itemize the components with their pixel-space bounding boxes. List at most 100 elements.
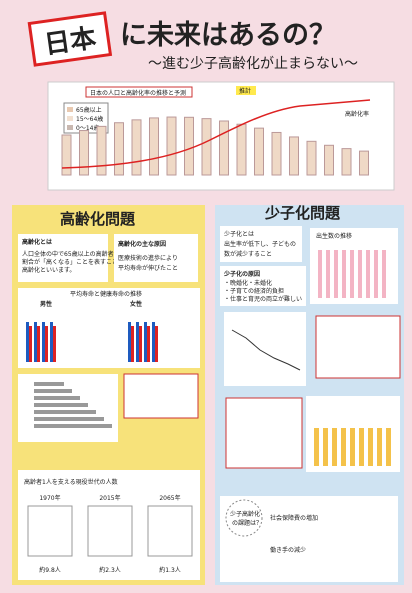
subtitle: ～進む少子高齢化が止まらない～: [148, 55, 358, 72]
decor-bar: [306, 140, 317, 176]
line-chart-panel: [224, 312, 306, 386]
question-line: 少子高齢化: [230, 510, 260, 518]
decor-bar: [377, 428, 382, 466]
decor-bar: [368, 428, 373, 466]
definition-title: 高齢化とは: [22, 238, 52, 246]
decor-bar: [254, 127, 264, 176]
aging-rate-line: [61, 99, 371, 169]
birth-definition-line: 数が減少すること: [224, 250, 272, 258]
decor-bar: [271, 131, 282, 176]
decor-bar: [166, 116, 177, 176]
decor-bar: [45, 326, 48, 362]
decor-bar: [136, 322, 139, 362]
legend-item: 0～14歳: [76, 124, 99, 132]
top-bars: [61, 116, 369, 176]
note-box: [315, 315, 401, 379]
decor-bar: [34, 410, 96, 414]
top-chart-title-box: [85, 86, 193, 98]
decor-bar: [29, 326, 32, 362]
definition-line: 割合が「高くなる」ことを表すことを: [22, 258, 124, 266]
decor-bar: [149, 117, 159, 176]
question-bubble: [225, 499, 263, 537]
cause-box: [114, 234, 198, 282]
year-label: 1970年: [39, 494, 60, 502]
legend-swatch: [67, 125, 73, 130]
decor-bar: [155, 326, 158, 362]
support-label: 約2.3人: [99, 566, 121, 574]
decor-bar: [219, 120, 229, 176]
figure-box: [147, 505, 193, 557]
support-label: 約1.3人: [159, 566, 181, 574]
decor-bar: [34, 417, 104, 421]
decor-bar: [34, 322, 37, 362]
decor-bar: [324, 144, 334, 176]
decor-bar: [350, 428, 355, 466]
decor-bar: [366, 250, 370, 298]
definition-line: 高齢化といいます。: [22, 266, 75, 274]
decor-bar: [374, 250, 378, 298]
life-chart-panel: [18, 288, 200, 368]
decor-bar: [341, 148, 352, 176]
decor-bar: [201, 118, 212, 176]
decor-bar: [34, 396, 80, 400]
decor-bar: [152, 322, 155, 362]
birth-heading: 少子化問題: [264, 204, 341, 222]
decor-bar: [114, 122, 124, 176]
life-bars: [26, 322, 158, 362]
decor-bar: [332, 428, 337, 466]
note-box: [123, 373, 199, 419]
decor-bar: [359, 150, 369, 176]
decor-bar: [42, 322, 45, 362]
note-box: [225, 397, 303, 469]
question-line: の課題は？: [232, 519, 262, 527]
decor-bar: [342, 250, 346, 298]
birth-cause: ・晩婚化・未婚化: [224, 279, 272, 287]
decor-bar: [350, 250, 354, 298]
birth-chart-title: 出生数の推移: [316, 232, 352, 240]
annotation-box: [236, 86, 256, 95]
definition-box: [18, 234, 108, 282]
decor-bar: [147, 326, 150, 362]
decor-bar: [50, 322, 53, 362]
figure-box: [27, 505, 73, 557]
legend-swatch: [67, 116, 73, 121]
decor-bar: [61, 134, 72, 176]
cause-line: 医療技術の進歩により: [118, 254, 178, 262]
decor-bar: [314, 428, 319, 466]
aging-heading: 高齢化問題: [60, 210, 136, 228]
year-label: 2015年: [99, 494, 120, 502]
decor-bar: [144, 322, 147, 362]
decor-bar: [131, 119, 142, 176]
figure-box: [87, 505, 133, 557]
answer-line: 社会保障費の増加: [270, 514, 318, 522]
top-chart-title: 日本の人口と高齢化率の推移と予測: [90, 89, 186, 97]
decor-bar: [96, 125, 107, 176]
decor-bar: [34, 389, 72, 393]
legend-item: 65歳以上: [76, 106, 102, 114]
decor-bar: [37, 326, 40, 362]
legend-item: 15～64歳: [76, 115, 103, 123]
decor-bar: [326, 250, 330, 298]
decor-bar: [34, 403, 88, 407]
answer-line: 働き手の減少: [270, 546, 306, 554]
support-title: 高齢者1人を支える現役世代の人数: [24, 478, 118, 486]
annotation: 推計: [239, 87, 251, 95]
birth-definition-line: 出生率が低下し、子どもの: [224, 240, 296, 248]
title-box: 日本: [27, 11, 113, 67]
decor-bar: [323, 428, 328, 466]
orange-bars: [314, 428, 391, 466]
decor-bar: [359, 428, 364, 466]
cause-line: 平均寿命が伸びたこと: [118, 264, 178, 272]
decor-bar: [386, 428, 391, 466]
support-bars: [34, 382, 112, 428]
decor-bar: [34, 424, 112, 428]
birth-cause-box: [220, 266, 306, 306]
decor-bar: [382, 250, 386, 298]
decor-bar: [26, 322, 29, 362]
female-label: 女性: [130, 300, 142, 308]
birth-line: [231, 329, 301, 371]
cause-title: 高齢化の主な原因: [118, 240, 166, 248]
